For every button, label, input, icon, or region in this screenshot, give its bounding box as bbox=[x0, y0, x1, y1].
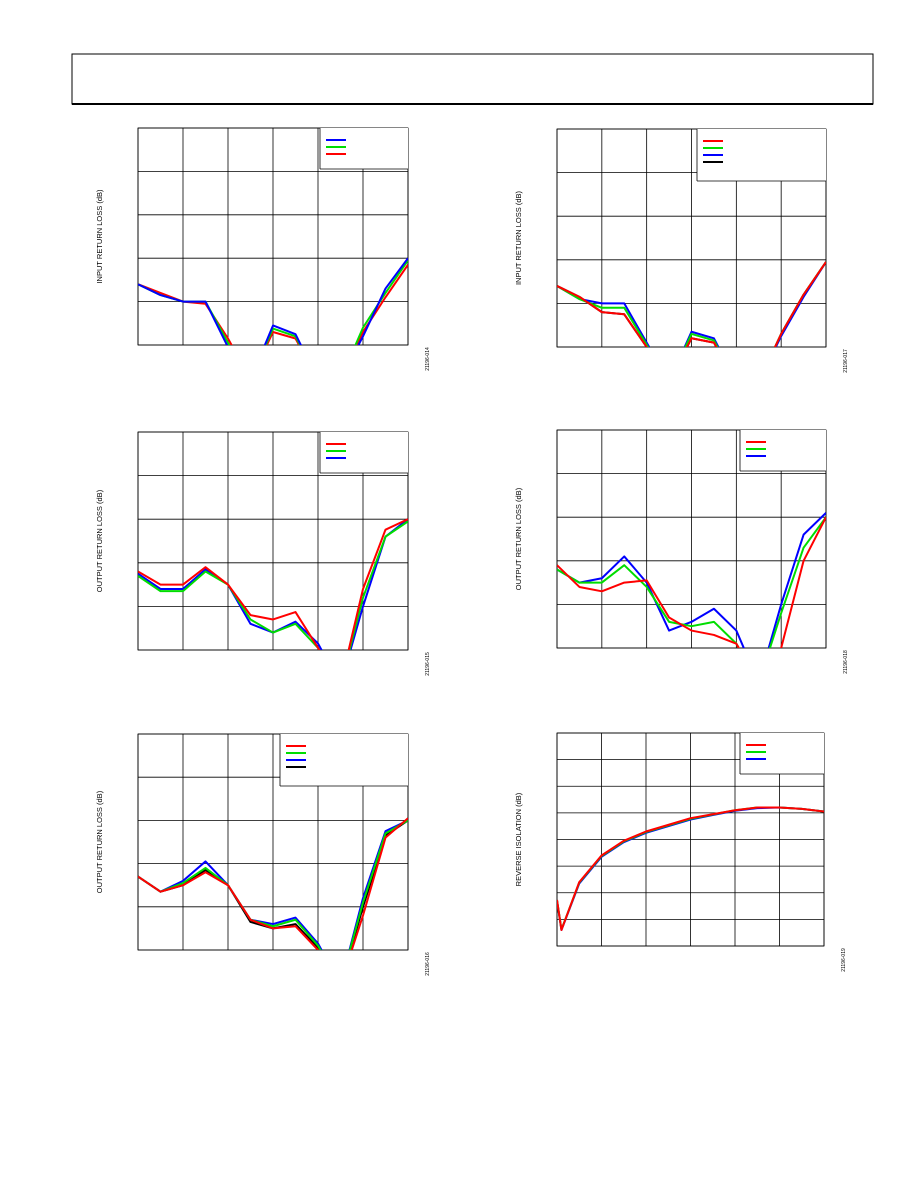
y-axis-label: INPUT RETURN LOSS (dB) bbox=[514, 190, 523, 285]
y-axis-label: INPUT RETURN LOSS (dB) bbox=[95, 189, 104, 284]
series-line bbox=[557, 516, 826, 648]
figure-id: 21196-015 bbox=[425, 652, 431, 676]
series-line bbox=[557, 261, 826, 347]
figure-id: 21196-017 bbox=[843, 349, 849, 373]
plot-frame bbox=[556, 732, 825, 947]
figure-id: 21196-014 bbox=[425, 347, 431, 371]
plot-frame bbox=[556, 429, 827, 649]
series-line bbox=[138, 257, 408, 345]
plot-frame bbox=[556, 128, 827, 348]
plot-frame bbox=[137, 733, 409, 951]
legend-box bbox=[740, 430, 826, 471]
series-line bbox=[557, 806, 824, 932]
series-line bbox=[138, 817, 408, 950]
y-axis-label: OUTPUT RETURN LOSS (dB) bbox=[95, 790, 104, 893]
series-line bbox=[138, 518, 408, 650]
legend-box bbox=[320, 128, 408, 169]
plot-frame bbox=[137, 127, 409, 346]
plot-frame bbox=[137, 431, 409, 651]
figure-id: 21196-018 bbox=[843, 650, 849, 674]
series-line bbox=[557, 512, 826, 648]
series-line bbox=[138, 819, 408, 950]
legend-box bbox=[740, 733, 824, 774]
y-axis-label: OUTPUT RETURN LOSS (dB) bbox=[514, 487, 523, 590]
figure-id: 21196-019 bbox=[841, 948, 847, 972]
series-line bbox=[138, 819, 408, 950]
legend-box bbox=[320, 432, 408, 473]
series-line bbox=[557, 516, 826, 648]
header-box bbox=[71, 53, 874, 105]
y-axis-label: OUTPUT RETURN LOSS (dB) bbox=[95, 489, 104, 592]
y-axis-label: REVERSE ISOLATION (dB) bbox=[514, 792, 523, 886]
figure-id: 21196-016 bbox=[425, 952, 431, 976]
series-line bbox=[138, 520, 408, 650]
